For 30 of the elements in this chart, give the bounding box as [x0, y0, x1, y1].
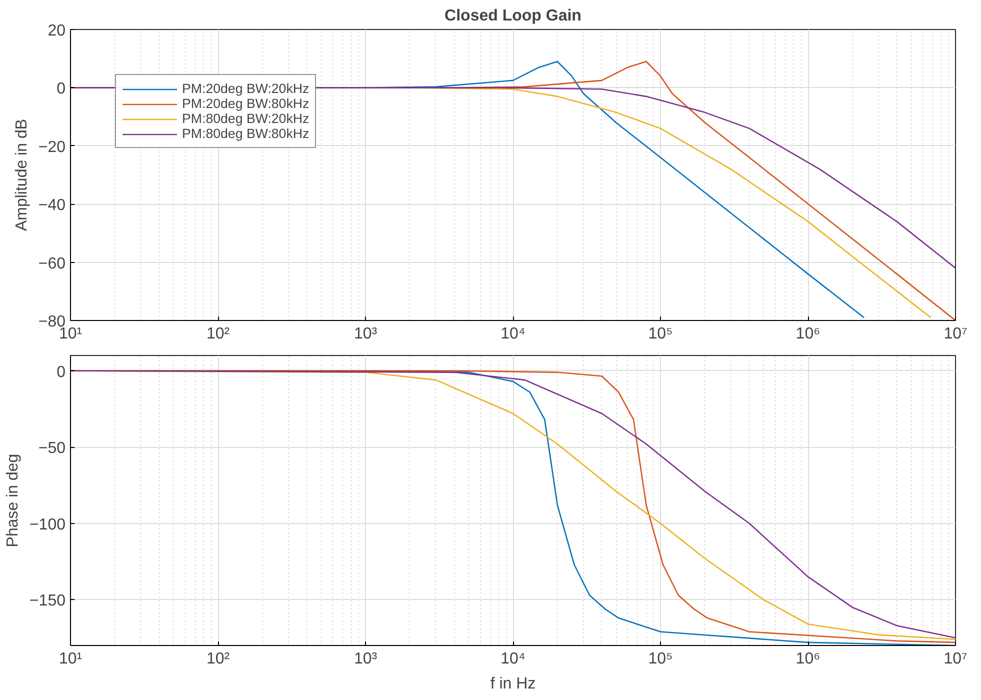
x-tick-label: 10² [206, 326, 230, 342]
x-tick-label: 10⁷ [944, 326, 968, 342]
y-tick-label: 0 [56, 80, 66, 98]
y-axis-title: Phase in deg [4, 454, 22, 548]
x-tick-label: 10³ [354, 326, 378, 342]
legend-label: PM:20deg BW:20kHz [182, 81, 310, 96]
chart-title: Closed Loop Gain [444, 8, 582, 24]
y-tick-label: −60 [38, 255, 66, 272]
y-tick-label: −50 [38, 440, 66, 458]
y-tick-label: −150 [29, 592, 66, 610]
x-tick-label: 10⁵ [648, 650, 673, 668]
x-tick-label: 10⁷ [944, 650, 968, 668]
legend-label: PM:80deg BW:80kHz [182, 126, 310, 141]
x-axis-title: f in Hz [490, 676, 536, 692]
x-tick-label: 10³ [354, 650, 378, 668]
x-tick-label: 10² [206, 650, 230, 668]
legend-label: PM:80deg BW:20kHz [182, 111, 310, 126]
y-tick-label: −100 [29, 516, 66, 534]
y-tick-label: −40 [38, 197, 66, 214]
y-tick-label: 20 [48, 22, 66, 40]
x-tick-label: 10⁴ [500, 326, 526, 342]
x-tick-label: 10⁵ [648, 326, 673, 342]
x-tick-label: 10⁴ [500, 650, 526, 668]
y-tick-label: 0 [56, 364, 66, 381]
legend-label: PM:20deg BW:80kHz [182, 96, 310, 111]
x-tick-label: 10⁶ [796, 650, 820, 668]
x-tick-label: 10¹ [58, 650, 82, 668]
y-axis-title: Amplitude in dB [13, 118, 30, 232]
x-tick-label: 10⁶ [796, 326, 820, 342]
y-tick-label: −20 [38, 138, 66, 156]
